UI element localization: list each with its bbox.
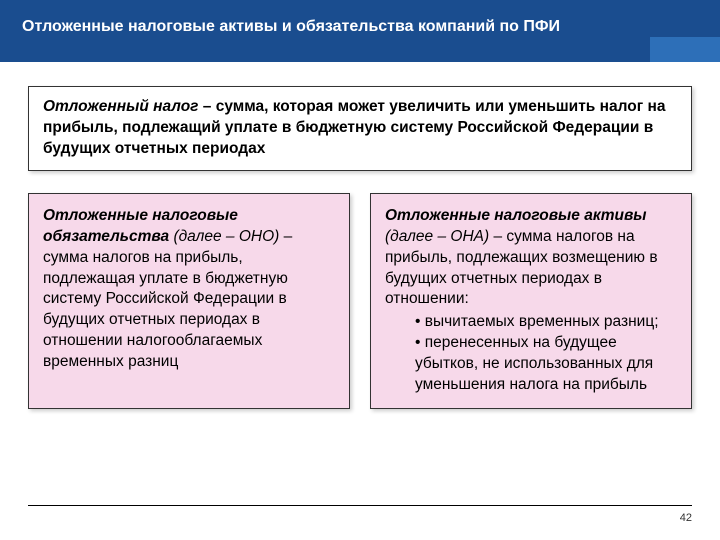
slide-title: Отложенные налоговые активы и обязательс… xyxy=(22,18,698,36)
slide-header: Отложенные налоговые активы и обязательс… xyxy=(0,0,720,62)
right-column-box: Отложенные налоговые активы (далее – ОНА… xyxy=(370,193,692,409)
list-item: перенесенных на будущее убытков, не испо… xyxy=(415,333,677,396)
left-paren: (далее – ОНО) xyxy=(169,228,279,245)
right-paren: (далее – ОНА) xyxy=(385,228,489,245)
left-body: – сумма налогов на прибыль, подлежащая у… xyxy=(43,228,292,371)
definition-text: Отложенный налог – сумма, которая может … xyxy=(43,97,677,160)
left-column-box: Отложенные налоговые обязательства (дале… xyxy=(28,193,350,409)
header-accent xyxy=(650,37,720,62)
definition-box: Отложенный налог – сумма, которая может … xyxy=(28,86,692,171)
columns-container: Отложенные налоговые обязательства (дале… xyxy=(28,193,692,409)
right-bullet-list: вычитаемых временных разниц; перенесенны… xyxy=(385,312,677,396)
page-number: 42 xyxy=(680,512,692,524)
right-term: Отложенные налоговые активы xyxy=(385,207,647,224)
definition-term: Отложенный налог xyxy=(43,98,198,115)
list-item: вычитаемых временных разниц; xyxy=(415,312,677,333)
slide-footer: 42 xyxy=(28,505,692,526)
